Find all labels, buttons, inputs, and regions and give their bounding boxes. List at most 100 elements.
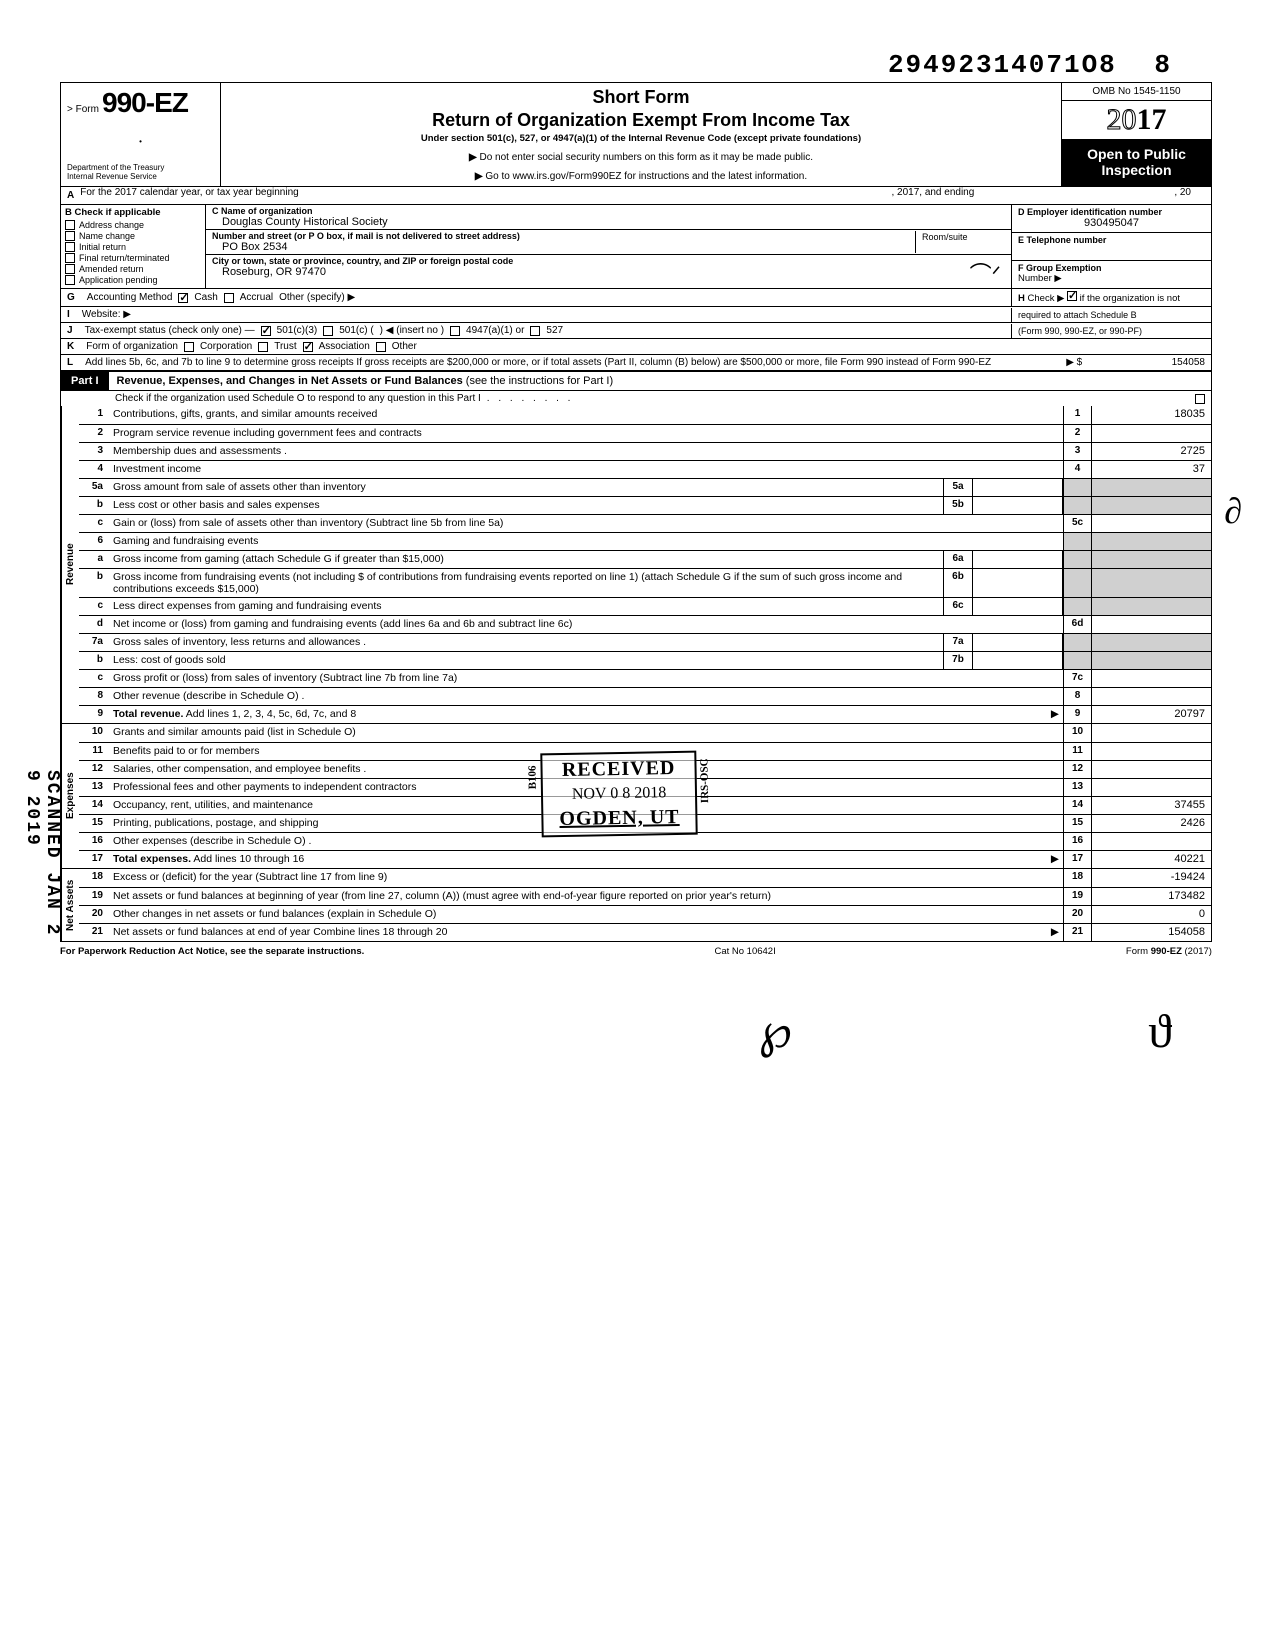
chk-schedule-b[interactable] <box>1067 291 1077 301</box>
short-form-title: Short Form <box>229 87 1053 108</box>
initial-mark-side: ∂ <box>1224 490 1242 532</box>
org-name-label: C Name of organization <box>212 206 1005 216</box>
chk-final-return[interactable]: Final return/terminated <box>65 253 201 263</box>
chk-4947a1[interactable] <box>450 326 460 336</box>
form-number: 990-EZ <box>102 87 188 118</box>
line-5b-desc: Less cost or other basis and sales expen… <box>109 497 943 514</box>
line-5a-desc: Gross amount from sale of assets other t… <box>109 479 943 496</box>
chk-address-change[interactable]: Address change <box>65 220 201 230</box>
line-6-desc: Gaming and fundraising events <box>109 533 1063 550</box>
chk-amended-return[interactable]: Amended return <box>65 264 201 274</box>
chk-trust[interactable] <box>258 342 268 352</box>
part-1-header: Part I Revenue, Expenses, and Changes in… <box>60 371 1212 391</box>
row-k: K Form of organization Corporation Trust… <box>60 338 1212 354</box>
line-21-desc: Net assets or fund balances at end of ye… <box>109 924 1063 941</box>
ein-value: 930495047 <box>1018 217 1205 229</box>
initial-mark-left: ℘ <box>759 1003 792 1059</box>
row-g-label: G <box>61 290 81 305</box>
row-l: L Add lines 5b, 6c, and 7b to line 9 to … <box>60 354 1212 371</box>
line-17-val: 40221 <box>1091 851 1211 868</box>
line-2-val <box>1091 425 1211 442</box>
received-stamp: B106 RECEIVED NOV 0 8 2018 OGDEN, UT IRS… <box>540 751 698 838</box>
chk-association[interactable] <box>303 342 313 352</box>
tel-label: E Telephone number <box>1018 235 1205 245</box>
department-label: Department of the TreasuryInternal Reven… <box>67 164 214 182</box>
line-6a-desc: Gross income from gaming (attach Schedul… <box>109 551 943 568</box>
line-15-val: 2426 <box>1091 815 1211 832</box>
line-18-val: -19424 <box>1091 869 1211 887</box>
row-i-label: I <box>61 307 76 322</box>
section-c: C Name of organization Douglas County Hi… <box>206 205 1011 288</box>
row-k-label: K <box>61 339 80 354</box>
handwritten-mark: ⌒ᐟ <box>970 257 1001 289</box>
row-j: J Tax-exempt status (check only one) — 5… <box>60 322 1212 338</box>
form-990ez-page: 29492314071O8 8 ˃ Form 990-EZ • Departme… <box>60 50 1212 959</box>
chk-accrual[interactable] <box>224 293 234 303</box>
row-j-label: J <box>61 323 79 338</box>
line-19-desc: Net assets or fund balances at beginning… <box>109 888 1063 905</box>
net-assets-side-label: Net Assets <box>61 869 79 941</box>
line-5c-desc: Gain or (loss) from sale of assets other… <box>109 515 1063 532</box>
line-21-val: 154058 <box>1091 924 1211 941</box>
doc-id-trail: 8 <box>1154 50 1172 80</box>
form-prefix: ˃ Form <box>67 104 99 115</box>
document-id: 29492314071O8 8 <box>60 50 1212 80</box>
line-7b-desc: Less: cost of goods sold <box>109 652 943 669</box>
ein-label: D Employer identification number <box>1018 207 1205 217</box>
chk-527[interactable] <box>530 326 540 336</box>
row-l-text: Add lines 5b, 6c, and 7b to line 9 to de… <box>85 357 991 368</box>
chk-corporation[interactable] <box>184 342 194 352</box>
section-b-title: B Check if applicable <box>65 207 201 218</box>
city-label: City or town, state or province, country… <box>212 256 1005 266</box>
line-20-val: 0 <box>1091 906 1211 923</box>
group-exemption-sub: Number ▶ <box>1018 273 1205 284</box>
omb-number: OMB No 1545-1150 <box>1062 83 1211 101</box>
expenses-side-label: Expenses <box>61 724 79 868</box>
line-4-desc: Investment income <box>109 461 1063 478</box>
chk-cash[interactable] <box>178 293 188 303</box>
line-6d-desc: Net income or (loss) from gaming and fun… <box>109 616 1063 633</box>
form-header: ˃ Form 990-EZ • Department of the Treasu… <box>60 82 1212 187</box>
stamp-date: NOV 0 8 2018 <box>559 784 679 804</box>
chk-501c3[interactable] <box>261 326 271 336</box>
line-7a-desc: Gross sales of inventory, less returns a… <box>109 634 943 651</box>
street-value: PO Box 2534 <box>212 241 915 253</box>
chk-schedule-o-part1[interactable] <box>1195 394 1205 404</box>
revenue-section: Revenue 1Contributions, gifts, grants, a… <box>60 406 1212 724</box>
gross-receipts-value: 154058 <box>1085 357 1205 368</box>
row-a-tax-year: A For the 2017 calendar year, or tax yea… <box>60 187 1212 205</box>
chk-501c[interactable] <box>323 326 333 336</box>
header-center: Short Form Return of Organization Exempt… <box>221 83 1061 186</box>
line-7c-desc: Gross profit or (loss) from sales of inv… <box>109 670 1063 687</box>
chk-application-pending[interactable]: Application pending <box>65 275 201 285</box>
chk-other-org[interactable] <box>376 342 386 352</box>
footer-cat-no: Cat No 10642I <box>714 946 775 957</box>
part-1-title: Revenue, Expenses, and Changes in Net As… <box>109 372 1211 390</box>
page-footer: For Paperwork Reduction Act Notice, see … <box>60 944 1212 959</box>
line-3-desc: Membership dues and assessments . <box>109 443 1063 460</box>
open-to-public: Open to PublicInspection <box>1062 140 1211 186</box>
line-1-val: 18035 <box>1091 406 1211 424</box>
stamp-left-code: B106 <box>526 765 538 789</box>
room-suite-label: Room/suite <box>915 231 1005 253</box>
header-left: ˃ Form 990-EZ • Department of the Treasu… <box>61 83 221 186</box>
line-17-desc: Total expenses. Add lines 10 through 16 … <box>109 851 1063 868</box>
street-label: Number and street (or P O box, if mail i… <box>212 231 915 241</box>
part1-check-text: Check if the organization used Schedule … <box>115 393 481 404</box>
part1-check-row: Check if the organization used Schedule … <box>60 391 1212 406</box>
line-10-desc: Grants and similar amounts paid (list in… <box>109 724 1063 742</box>
initial-mark-right: ϑ <box>1148 1004 1172 1059</box>
scanned-stamp: SCANNED JAN 2 9 2019 <box>22 770 62 959</box>
line-3-val: 2725 <box>1091 443 1211 460</box>
stamp-right-code: IRS-OSC <box>699 758 712 803</box>
scan-mark: • <box>67 137 214 146</box>
line-14-val: 37455 <box>1091 797 1211 814</box>
ssn-notice: ▶ Do not enter social security numbers o… <box>229 152 1053 163</box>
goto-notice: ▶ Go to www.irs.gov/Form990EZ for instru… <box>229 171 1053 182</box>
chk-initial-return[interactable]: Initial return <box>65 242 201 252</box>
row-a-label: A <box>61 187 80 204</box>
line-8-desc: Other revenue (describe in Schedule O) . <box>109 688 1063 705</box>
stamp-received-text: RECEIVED <box>558 757 679 782</box>
chk-name-change[interactable]: Name change <box>65 231 201 241</box>
org-name: Douglas County Historical Society <box>212 216 1005 228</box>
